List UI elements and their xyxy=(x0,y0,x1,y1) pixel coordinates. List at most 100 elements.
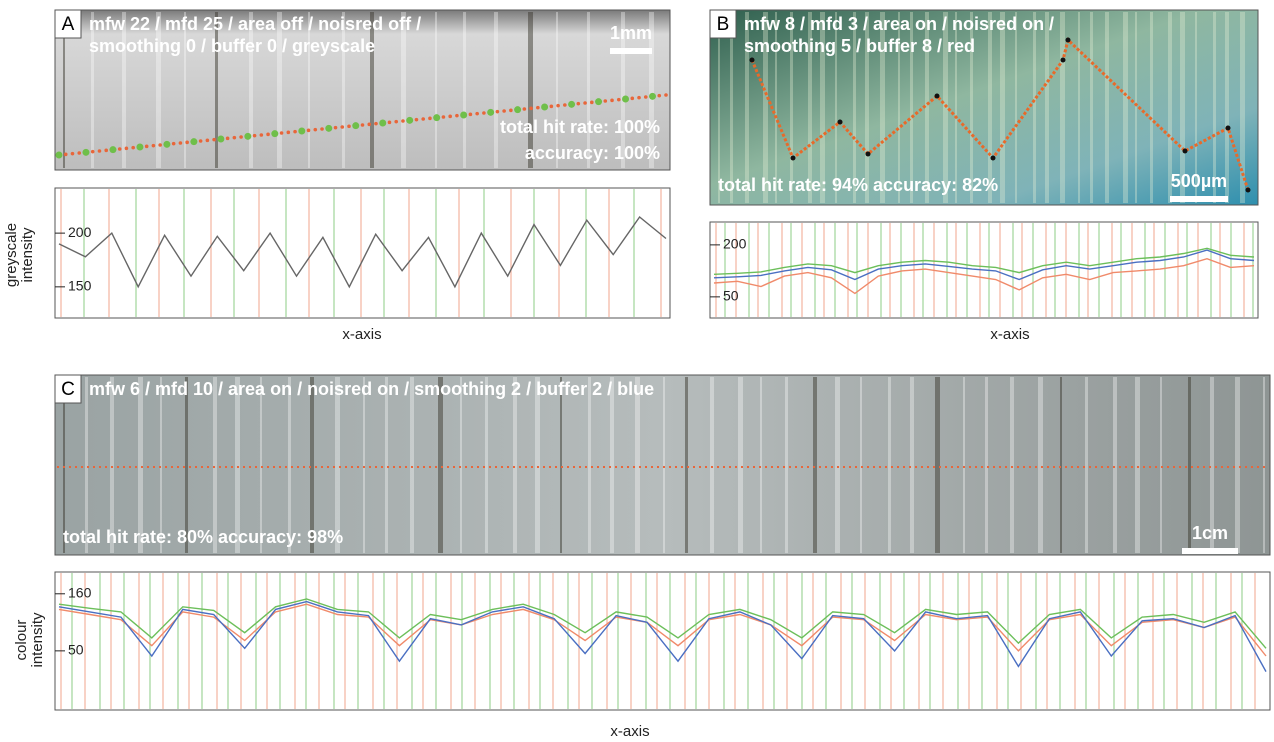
image-stripe xyxy=(588,377,591,553)
detection-dot xyxy=(475,112,479,116)
image-stripe xyxy=(1090,12,1093,203)
y-tick-label: 160 xyxy=(68,584,92,600)
image-stripe xyxy=(935,377,940,553)
detection-dot xyxy=(448,115,452,119)
detection-dot xyxy=(550,105,554,109)
detection-dot xyxy=(77,151,81,155)
detection-dot xyxy=(577,102,581,106)
stats-text: accuracy: 100% xyxy=(525,143,660,163)
detection-dot xyxy=(136,144,143,151)
detection-dot xyxy=(1246,188,1251,193)
detection-dot xyxy=(536,106,540,110)
detection-dot xyxy=(320,127,324,131)
detection-dot xyxy=(394,120,398,124)
image-stripe xyxy=(1000,12,1005,203)
detection-dot xyxy=(563,103,567,107)
stats-text: total hit rate: 94% accuracy: 82% xyxy=(718,175,998,195)
detection-dot xyxy=(313,128,317,132)
detection-dot xyxy=(664,93,668,97)
detection-dot xyxy=(617,98,621,102)
detection-dot xyxy=(637,96,641,100)
detection-dot xyxy=(604,99,608,103)
image-stripe xyxy=(1135,12,1137,203)
y-tick-label: 200 xyxy=(68,224,92,240)
detection-dot xyxy=(244,133,251,140)
detection-dot xyxy=(109,146,116,153)
image-stripe xyxy=(401,12,406,168)
image-stripe xyxy=(385,377,388,553)
image-stripe xyxy=(1235,377,1240,553)
detection-dot xyxy=(172,142,176,146)
detection-dot xyxy=(401,119,405,123)
stats-text: total hit rate: 100% xyxy=(500,117,660,137)
detection-dot xyxy=(568,101,575,108)
image-stripe xyxy=(785,377,788,553)
scale-bar xyxy=(1182,548,1238,554)
image-stripe xyxy=(813,377,817,553)
settings-text: mfw 22 / mfd 25 / area off / noisred off… xyxy=(89,14,421,34)
y-axis-label: intensity xyxy=(19,227,36,283)
detection-dot xyxy=(334,126,338,130)
image-stripe xyxy=(438,377,443,553)
image-stripe xyxy=(1085,377,1088,553)
image-stripe xyxy=(535,377,540,553)
detection-dot xyxy=(514,106,521,113)
detection-dot xyxy=(487,109,494,116)
image-stripe xyxy=(1038,377,1043,553)
image-stripe xyxy=(1060,12,1065,203)
image-stripe xyxy=(1188,377,1191,553)
detection-dot xyxy=(455,114,459,118)
image-stripe xyxy=(560,377,562,553)
y-axis-label: greyscale xyxy=(3,223,20,287)
image-stripe xyxy=(760,377,762,553)
detection-dot xyxy=(298,128,305,135)
stats-text: total hit rate: 80% accuracy: 98% xyxy=(63,527,343,547)
detection-dot xyxy=(541,104,548,111)
y-tick-label: 50 xyxy=(723,288,739,304)
image-stripe xyxy=(1105,12,1109,203)
detection-dot xyxy=(1226,126,1231,131)
y-tick-label: 200 xyxy=(723,236,747,252)
image-stripe xyxy=(710,377,714,553)
y-tick-label: 50 xyxy=(68,642,84,658)
detection-dot xyxy=(145,145,149,149)
detection-dot xyxy=(56,152,63,159)
image-stripe xyxy=(1033,12,1036,203)
detection-dot xyxy=(657,94,661,98)
image-stripe xyxy=(1123,12,1128,203)
detection-dot xyxy=(260,133,264,137)
image-stripe xyxy=(1010,377,1014,553)
image-stripe xyxy=(1150,12,1153,203)
image-stripe xyxy=(1160,377,1162,553)
detection-dot xyxy=(1061,58,1066,63)
settings-text: smoothing 5 / buffer 8 / red xyxy=(744,36,975,56)
scale-bar xyxy=(610,48,652,54)
detection-dot xyxy=(502,109,506,113)
detection-dot xyxy=(118,147,122,151)
detection-dot xyxy=(529,107,533,111)
detection-dot xyxy=(266,133,270,137)
detection-dot xyxy=(469,113,473,117)
detection-dot xyxy=(253,134,257,138)
scale-bar-label: 1mm xyxy=(610,23,652,43)
detection-dot xyxy=(750,58,755,63)
detection-dot xyxy=(239,135,243,139)
detection-dot xyxy=(379,120,386,127)
settings-text: mfw 6 / mfd 10 / area on / noisred on / … xyxy=(89,379,654,399)
detection-dot xyxy=(610,99,614,103)
detection-dot xyxy=(185,141,189,145)
image-stripe xyxy=(738,377,743,553)
detection-dot xyxy=(307,129,311,133)
detection-dot xyxy=(649,93,656,100)
image-stripe xyxy=(910,377,914,553)
detection-dot xyxy=(280,131,284,135)
detection-dot xyxy=(82,149,89,156)
image-stripe xyxy=(860,377,862,553)
scale-bar-label: 1cm xyxy=(1192,523,1228,543)
detection-dot xyxy=(644,95,648,99)
detection-dot xyxy=(179,141,183,145)
x-axis-label: x-axis xyxy=(610,723,649,740)
detection-dot xyxy=(374,122,378,126)
detection-dot xyxy=(421,117,425,121)
detection-dot xyxy=(523,107,527,111)
